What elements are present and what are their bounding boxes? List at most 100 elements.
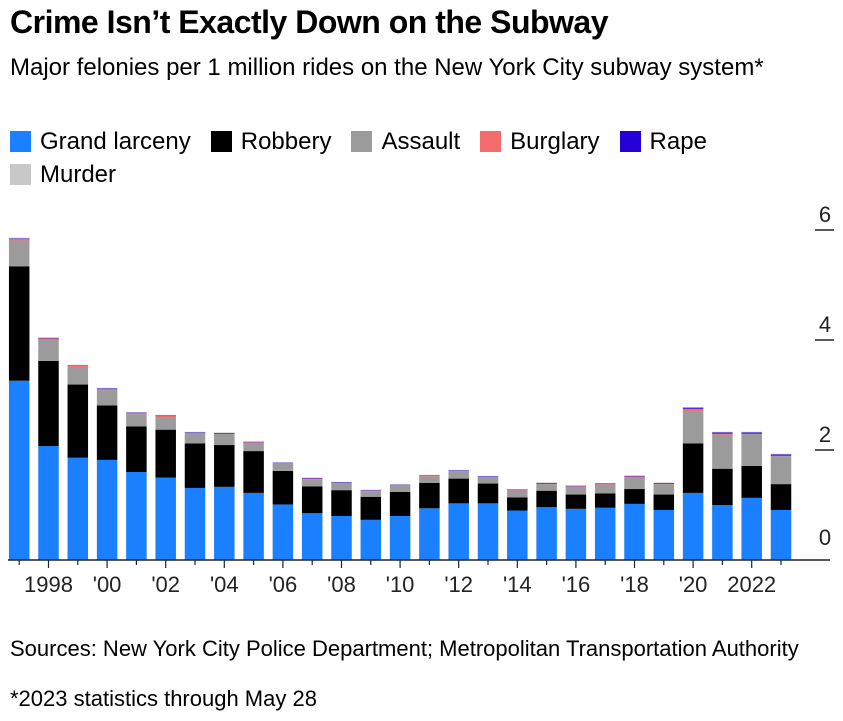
bar-segment-assault-2002 [155, 417, 176, 430]
bar-segment-burglary-2018 [624, 476, 645, 477]
bar-segment-grand-larceny-2014 [507, 510, 528, 560]
bar-segment-murder-2023 [770, 453, 792, 455]
bar-segment-robbery-2011 [419, 483, 440, 509]
x-tick-label: '18 [620, 572, 649, 597]
bar-segment-robbery-1999 [67, 384, 89, 458]
bar-segment-burglary-1999 [67, 365, 89, 367]
bar-segment-robbery-2009 [360, 496, 382, 520]
bar-segment-murder-2004 [214, 432, 235, 433]
bar-segment-burglary-2011 [419, 475, 440, 477]
bar-segment-assault-2013 [477, 477, 499, 484]
bar-segment-rape-2010 [389, 484, 411, 486]
x-tick-label: '04 [210, 572, 239, 597]
bar-segment-assault-2007 [301, 479, 323, 487]
bar-segment-robbery-2006 [272, 470, 294, 505]
bar-segment-burglary-2012 [448, 470, 469, 472]
x-tick-label: 1998 [24, 572, 73, 597]
x-tick-label: '08 [327, 572, 356, 597]
bar-segment-rape-2001 [126, 412, 147, 414]
bar-segment-murder-2021 [712, 431, 733, 433]
bar-segment-burglary-2004 [214, 433, 235, 435]
bar-segment-rape-2020 [682, 407, 704, 409]
bar-segment-rape-2019 [653, 483, 675, 484]
bar-segment-murder-2017 [594, 483, 616, 484]
bar-segment-robbery-2012 [448, 478, 469, 504]
bar-segment-grand-larceny-2008 [331, 516, 352, 560]
bar-segment-rape-2013 [477, 476, 499, 477]
bar-segment-robbery-2008 [331, 490, 352, 516]
legend-swatch-assault [351, 131, 373, 152]
bar-segment-burglary-2006 [272, 463, 294, 464]
bar-segment-robbery-2021 [712, 468, 733, 505]
bar-segment-rape-2022 [741, 432, 762, 434]
legend-label: Rape [649, 127, 707, 155]
x-tick-label: '14 [503, 572, 532, 597]
bar-segment-murder-1998 [38, 337, 59, 338]
y-axis: 0 2 4 6 [815, 202, 834, 550]
chart-title: Crime Isn’t Exactly Down on the Subway [10, 4, 609, 40]
bar-segment-burglary-1998 [38, 338, 59, 340]
bar-segment-robbery-2020 [682, 443, 704, 493]
bar-segment-robbery-1997 [8, 266, 30, 381]
bar-segment-murder-1997 [8, 237, 30, 239]
bar-segment-assault-2012 [448, 471, 469, 479]
bar-segment-rape-2005 [243, 441, 264, 443]
bar-segment-burglary-2002 [155, 415, 176, 417]
bar-segment-grand-larceny-2015 [536, 507, 557, 560]
x-tick-label: '16 [562, 572, 591, 597]
bar-segment-burglary-1997 [8, 238, 30, 241]
bar-segment-burglary-2016 [565, 486, 587, 487]
bar-segment-grand-larceny-2002 [155, 477, 176, 560]
bar-segment-robbery-2018 [624, 489, 645, 504]
bar-segment-assault-1998 [38, 340, 59, 361]
x-tick-label: '12 [444, 572, 473, 597]
legend-item-rape: Rape [619, 127, 707, 155]
bar-segment-assault-2023 [770, 456, 792, 485]
bar-segment-assault-2003 [184, 433, 206, 444]
x-tick-label: 2022 [727, 572, 776, 597]
legend-label: Assault [381, 127, 461, 155]
bar-segment-murder-2002 [155, 414, 176, 416]
bar-segment-assault-2018 [624, 476, 645, 490]
x-tick-label: '02 [151, 572, 180, 597]
bar-segment-burglary-2019 [653, 483, 675, 485]
bar-segment-grand-larceny-2006 [272, 504, 294, 560]
bar-segment-grand-larceny-2016 [565, 508, 587, 560]
bar-segment-burglary-2021 [712, 433, 733, 435]
bar-segment-murder-2010 [389, 484, 411, 485]
bar-segment-robbery-2017 [594, 493, 616, 508]
bar-segment-assault-2001 [126, 414, 147, 427]
bar-segment-grand-larceny-2013 [477, 503, 499, 560]
bar-segment-assault-2009 [360, 491, 382, 497]
legend-item-assault: Assault [351, 128, 460, 155]
bar-segment-murder-2000 [96, 387, 118, 389]
bar-segment-murder-2013 [477, 475, 499, 477]
bar-segment-grand-larceny-2020 [682, 492, 704, 560]
bar-segment-assault-2021 [712, 434, 733, 469]
bar-segment-murder-2006 [272, 462, 294, 463]
bar-segment-rape-2004 [214, 432, 235, 434]
bar-segment-robbery-2003 [184, 443, 206, 488]
bar-segment-rape-2003 [184, 432, 206, 433]
bar-segment-assault-1997 [8, 240, 30, 267]
legend-label: Murder [40, 160, 117, 188]
legend-item-burglary: Burglary [480, 128, 600, 155]
legend-swatch-rape [619, 131, 641, 152]
x-axis: 1998 '00 '02 '04 '06 '08 '10 '12 '14 '16 '18 '20 202… [8, 559, 830, 597]
bar-segment-robbery-1998 [38, 360, 59, 447]
bar-segment-murder-1999 [67, 364, 89, 366]
bar-segment-grand-larceny-2001 [126, 472, 147, 560]
bar-segment-burglary-2008 [331, 483, 352, 484]
legend-swatch-grand-larceny [10, 131, 31, 152]
bar-segment-burglary-2005 [243, 442, 264, 443]
bar-group [8, 237, 792, 560]
bar-segment-murder-2016 [565, 485, 587, 486]
legend-swatch-murder [10, 164, 31, 185]
bar-segment-murder-2018 [624, 475, 645, 476]
bar-segment-rape-2021 [712, 432, 733, 434]
x-tick-label: '00 [93, 572, 122, 597]
legend-swatch-burglary [480, 131, 502, 152]
bar-segment-robbery-2005 [243, 451, 264, 493]
bar-segment-murder-2009 [360, 489, 382, 491]
bar-segment-murder-2019 [653, 482, 675, 483]
